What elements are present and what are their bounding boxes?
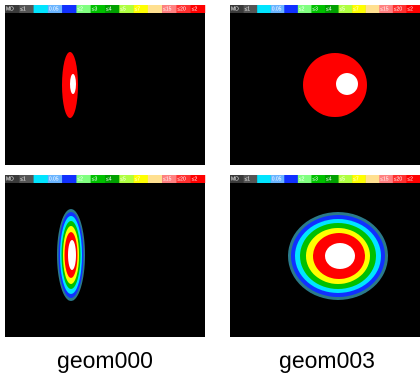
colorbar-segment bbox=[62, 175, 76, 183]
colorbar-segment bbox=[148, 5, 162, 13]
colorbar-label: 0.05 bbox=[272, 7, 282, 13]
colorbar-segment bbox=[34, 5, 48, 13]
colorbar-label: ≤5 bbox=[120, 177, 126, 183]
colorbar-label: ≤4 bbox=[106, 177, 112, 183]
spot-core bbox=[70, 74, 76, 94]
colorbar-label: ≤5 bbox=[340, 177, 346, 183]
colorbar-segment bbox=[62, 5, 76, 13]
colorbar-label: ≤1 bbox=[20, 7, 26, 13]
colorbar-label: ≤5 bbox=[340, 7, 346, 13]
panel bbox=[5, 175, 205, 337]
colorbar-segment bbox=[366, 5, 380, 13]
spot-core bbox=[336, 73, 358, 95]
colorbar-label: ≤2 bbox=[192, 7, 198, 13]
figure: geom000 geom003 MD≤10.05≤2≤3≤4≤5≤7≤15≤20… bbox=[0, 0, 420, 378]
colorbar-label: ≤2 bbox=[77, 7, 83, 13]
colorbar-label: ≤7 bbox=[135, 177, 141, 183]
panel bbox=[5, 5, 205, 165]
colorbar-label: MD bbox=[6, 7, 14, 13]
colorbar-label: ≤1 bbox=[245, 7, 251, 13]
colorbar-label: ≤2 bbox=[407, 7, 413, 13]
colorbar-label: ≤7 bbox=[135, 7, 141, 13]
colorbar-label: ≤5 bbox=[120, 7, 126, 13]
colorbar-segment bbox=[34, 175, 48, 183]
colorbar-label: ≤4 bbox=[106, 7, 112, 13]
colorbar-label: ≤2 bbox=[407, 177, 413, 183]
colorbar-label: ≤20 bbox=[177, 177, 186, 183]
colorbar-label: MD bbox=[231, 177, 239, 183]
colorbar-label: ≤7 bbox=[353, 7, 359, 13]
colorbar-label: MD bbox=[231, 7, 239, 13]
colorbar-label: ≤3 bbox=[312, 177, 318, 183]
colorbar-label: MD bbox=[6, 177, 14, 183]
colorbar-label: ≤15 bbox=[380, 177, 389, 183]
colorbar-label: ≤7 bbox=[353, 177, 359, 183]
colorbar-segment bbox=[257, 175, 271, 183]
colorbar-label: ≤20 bbox=[394, 177, 403, 183]
colorbar-label: ≤4 bbox=[326, 7, 332, 13]
colorbar-segment bbox=[366, 175, 380, 183]
colorbar-label: ≤15 bbox=[380, 7, 389, 13]
colorbar-label: ≤3 bbox=[312, 7, 318, 13]
colorbar-segment bbox=[284, 5, 298, 13]
caption: geom003 bbox=[279, 347, 375, 373]
colorbar-label: ≤1 bbox=[20, 177, 26, 183]
colorbar-segment bbox=[148, 175, 162, 183]
colorbar-label: ≤2 bbox=[77, 177, 83, 183]
caption: geom000 bbox=[57, 347, 153, 373]
colorbar-segment bbox=[257, 5, 271, 13]
colorbar-label: ≤1 bbox=[245, 177, 251, 183]
rings bbox=[57, 209, 85, 301]
colorbar-label: ≤3 bbox=[92, 177, 98, 183]
colorbar-label: ≤15 bbox=[163, 177, 172, 183]
rings bbox=[288, 212, 388, 300]
colorbar-label: ≤3 bbox=[92, 7, 98, 13]
colorbar-label: ≤2 bbox=[192, 177, 198, 183]
colorbar-label: 0.05 bbox=[49, 177, 59, 183]
colorbar-label: ≤15 bbox=[163, 7, 172, 13]
colorbar-label: ≤2 bbox=[299, 7, 305, 13]
colorbar-label: ≤20 bbox=[394, 7, 403, 13]
colorbar-label: 0.05 bbox=[272, 177, 282, 183]
colorbar-segment bbox=[284, 175, 298, 183]
colorbar-label: ≤2 bbox=[299, 177, 305, 183]
colorbar-label: 0.05 bbox=[49, 7, 59, 13]
colorbar-label: ≤20 bbox=[177, 7, 186, 13]
colorbar-label: ≤4 bbox=[326, 177, 332, 183]
